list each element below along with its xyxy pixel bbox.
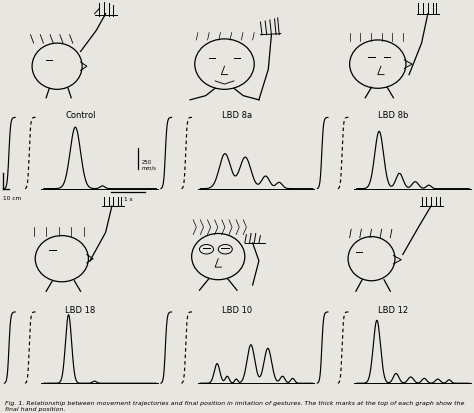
Text: LBD 8b: LBD 8b <box>378 111 409 120</box>
Text: LBD 10: LBD 10 <box>222 305 252 314</box>
Text: 1 s: 1 s <box>124 196 133 201</box>
Text: 250
mm/s: 250 mm/s <box>142 159 157 171</box>
Text: 10 cm: 10 cm <box>3 195 21 200</box>
Text: LBD 18: LBD 18 <box>65 305 96 314</box>
Text: LBD 12: LBD 12 <box>378 305 409 314</box>
Text: Control: Control <box>65 111 96 120</box>
Text: LBD 8a: LBD 8a <box>222 111 252 120</box>
Text: Fig. 1. Relationship between movement trajectories and final position in imitati: Fig. 1. Relationship between movement tr… <box>5 400 464 411</box>
